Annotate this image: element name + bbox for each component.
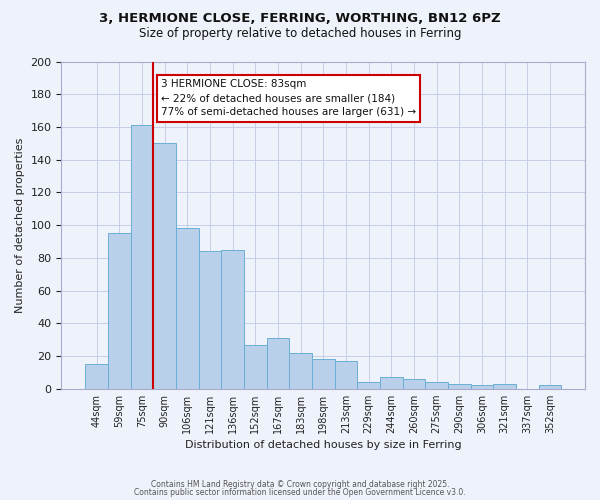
Bar xyxy=(448,384,470,388)
Bar xyxy=(335,361,357,388)
Bar xyxy=(153,144,176,388)
Bar xyxy=(176,228,199,388)
Y-axis label: Number of detached properties: Number of detached properties xyxy=(15,138,25,313)
Bar xyxy=(312,359,335,388)
Text: Contains HM Land Registry data © Crown copyright and database right 2025.: Contains HM Land Registry data © Crown c… xyxy=(151,480,449,489)
Bar xyxy=(266,338,289,388)
Text: Contains public sector information licensed under the Open Government Licence v3: Contains public sector information licen… xyxy=(134,488,466,497)
Bar xyxy=(199,252,221,388)
Bar xyxy=(357,382,380,388)
Bar xyxy=(380,377,403,388)
Bar xyxy=(85,364,108,388)
Bar xyxy=(244,344,266,389)
Bar xyxy=(289,352,312,388)
Bar xyxy=(108,234,131,388)
Text: 3 HERMIONE CLOSE: 83sqm
← 22% of detached houses are smaller (184)
77% of semi-d: 3 HERMIONE CLOSE: 83sqm ← 22% of detache… xyxy=(161,80,416,118)
X-axis label: Distribution of detached houses by size in Ferring: Distribution of detached houses by size … xyxy=(185,440,461,450)
Text: 3, HERMIONE CLOSE, FERRING, WORTHING, BN12 6PZ: 3, HERMIONE CLOSE, FERRING, WORTHING, BN… xyxy=(99,12,501,26)
Bar xyxy=(403,379,425,388)
Text: Size of property relative to detached houses in Ferring: Size of property relative to detached ho… xyxy=(139,28,461,40)
Bar xyxy=(539,386,561,388)
Bar xyxy=(221,250,244,388)
Bar xyxy=(493,384,516,388)
Bar xyxy=(131,126,153,388)
Bar xyxy=(470,386,493,388)
Bar xyxy=(425,382,448,388)
